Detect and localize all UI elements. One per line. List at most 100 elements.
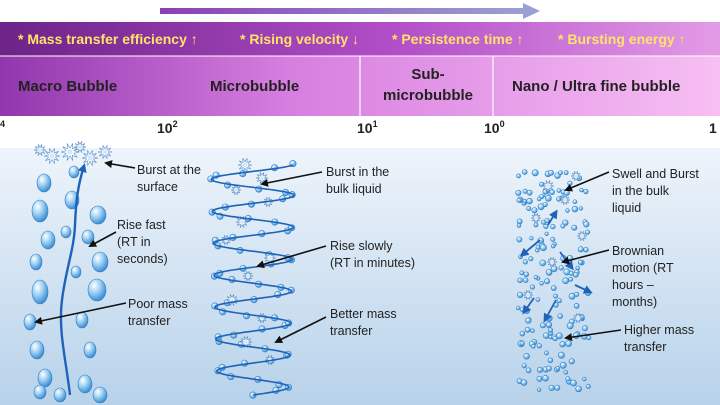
bubble [517,291,524,298]
bubble [565,340,572,348]
bubble [520,379,528,386]
burst-splash-icon [230,185,242,195]
callout-arrow [104,160,136,169]
annotation-nano-burst: Swell and Burst in the bulk liquid [612,167,699,215]
bubble [563,170,569,176]
bubble [68,165,80,179]
bubble [572,271,579,278]
bubble [550,265,558,273]
bubble [542,375,549,382]
annotation-micro-rise: Rise slowly (RT in minutes) [330,239,415,270]
bubble [581,325,588,332]
rise-trajectory-line [59,163,87,396]
annotation-macro-mass-transfer: Poor mass transfer [128,297,188,328]
bubble [585,383,591,389]
annotation-nano-brownian: Brownian motion (RT hours – months) [612,244,674,309]
burst-splash-icon [33,144,47,156]
bubble [537,387,542,392]
bubble [523,353,530,360]
bubble [529,236,534,241]
bubble [516,236,523,243]
arrow-up-icon: ↑ [678,31,686,47]
callout-arrow [274,316,327,343]
bubble [573,303,580,309]
bubble [515,305,521,311]
burst-splash-icon [81,150,99,166]
bubble [37,368,53,388]
bubble [544,218,550,224]
spiral-trajectory-line [210,164,295,396]
bubble [536,196,542,202]
bubble [516,218,523,225]
callout-arrow [564,171,610,192]
bubble [519,330,526,337]
bubble [75,311,89,329]
bubble [91,251,109,273]
property-rising-velocity: * Rising velocity ↓ [240,31,360,47]
bubble [570,379,577,387]
bubble [523,277,529,283]
bubble [40,230,56,250]
bubble [566,322,574,330]
annotation-nano-mass-transfer: Higher mass transfer [624,323,695,354]
scale-tick: 102 [157,119,178,136]
bubble [531,169,539,177]
bubble [563,189,570,196]
bubble [547,327,553,333]
bubble [33,384,47,400]
burst-splash-icon [242,271,254,281]
burst-splash-icon [239,336,253,348]
bubble [530,328,535,333]
bubble [60,225,72,239]
bubble [586,335,592,341]
bubble [549,189,555,195]
bubble [521,169,528,175]
bubble [528,256,534,262]
bubble [522,199,527,204]
bubble [537,237,544,244]
bubble [77,374,93,394]
bubble [530,344,536,349]
direction-arrow-shaft [160,8,525,14]
annotation-macro-burst: Burst at the surface [137,163,201,194]
bubble [536,343,542,349]
bubble [83,341,97,359]
bubble [558,265,564,271]
bubble [518,254,523,260]
annotation-micro-burst: Burst in the bulk liquid [326,165,390,196]
burst-splash-icon [73,141,87,153]
arrow-up-icon: ↑ [190,31,198,47]
bubble [577,259,584,265]
annotation-micro-mass-transfer: Better mass transfer [330,307,397,338]
arrow-down-icon: ↓ [352,31,360,47]
bubble [516,173,521,179]
burst-splash-icon [225,294,239,306]
bubble [558,170,563,176]
bubble [547,357,554,364]
callout-arrow [561,249,610,265]
bubble [516,197,522,203]
bubble [568,276,574,282]
arrow-up-icon: ↑ [516,31,524,47]
bubble [545,269,553,276]
scale-tick: 100 [484,119,505,136]
bubble [521,363,527,369]
bubble [577,246,584,253]
bubble [525,367,532,374]
bubble [582,376,587,382]
burst-splash-icon [97,145,113,159]
bubble [526,189,533,196]
bubble [31,279,49,305]
property-persistence-time: * Persistence time ↑ [392,31,524,47]
bubble [538,181,544,187]
bubble [526,206,532,211]
bubble [575,385,582,393]
bubble [556,298,562,304]
callout-arrow [256,245,327,269]
bubble [515,189,522,196]
bubble [557,313,564,319]
burst-splash-icon [541,180,555,192]
property-bursting-energy: * Bursting energy ↑ [558,31,686,47]
callout-arrow [88,231,117,247]
bubble [559,361,567,369]
